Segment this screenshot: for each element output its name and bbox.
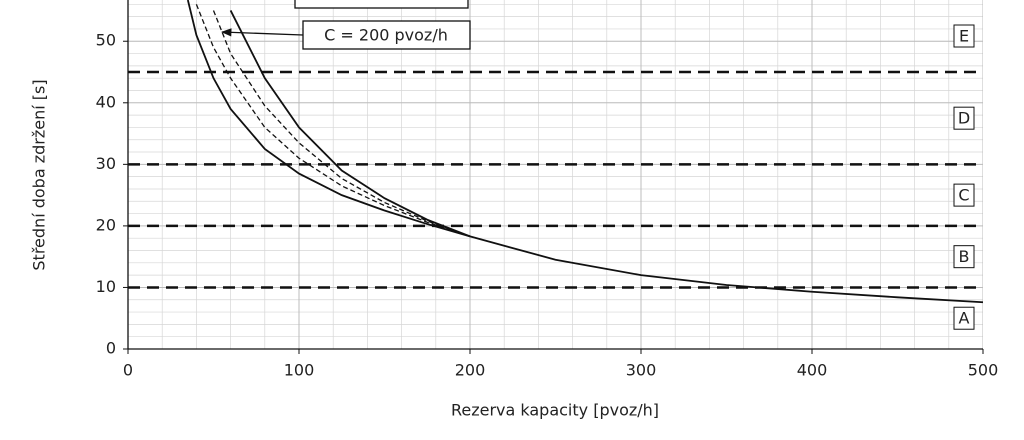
cropped-box <box>294 0 469 9</box>
level-label: C <box>958 186 969 205</box>
y-tick-label: 0 <box>106 339 116 358</box>
level-box <box>953 306 975 330</box>
x-tick-label: 200 <box>455 361 486 380</box>
x-tick-label: 0 <box>123 361 133 380</box>
level-box <box>953 183 975 207</box>
y-tick-label: 10 <box>96 277 116 296</box>
y-tick-label: 30 <box>96 154 116 173</box>
y-tick-label: 50 <box>96 31 116 50</box>
x-tick-label: 500 <box>968 361 999 380</box>
y-tick-label: 20 <box>96 215 116 234</box>
series-line <box>212 10 471 237</box>
y-axis-title: Střední doba zdržení [s] <box>30 79 49 270</box>
level-box <box>953 106 975 130</box>
level-box <box>953 245 975 269</box>
series-line <box>195 4 471 237</box>
series-line <box>186 0 983 304</box>
level-label: E <box>959 27 969 46</box>
series-line <box>229 10 471 238</box>
y-tick-label: 40 <box>96 92 116 111</box>
annotation-text: C = 200 pvoz/h <box>324 26 448 45</box>
annotation-box <box>302 20 471 50</box>
x-tick-label: 300 <box>626 361 657 380</box>
level-box <box>953 24 975 48</box>
level-label: D <box>958 109 970 128</box>
level-label: A <box>959 309 970 328</box>
x-axis-title: Rezerva kapacity [pvoz/h] <box>451 401 659 420</box>
x-tick-label: 400 <box>797 361 828 380</box>
level-label: B <box>959 247 970 266</box>
x-tick-label: 100 <box>284 361 315 380</box>
annotation-arrow <box>221 28 304 37</box>
